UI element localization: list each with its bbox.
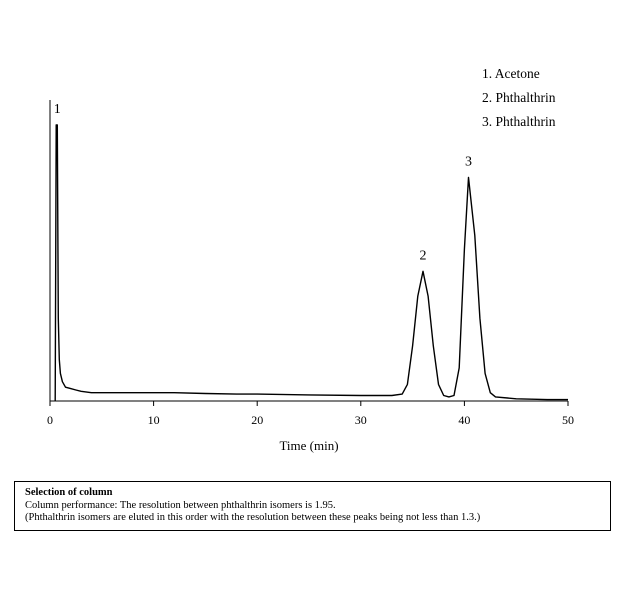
column-selection-note: Selection of column Column performance: …: [14, 481, 611, 531]
peak-labels: 1 2 3: [54, 102, 472, 263]
chromatogram-trace: [54, 124, 568, 402]
peak-label: 1: [54, 102, 61, 117]
x-tick-label: 40: [458, 413, 470, 427]
x-axis-title: Time (min): [279, 438, 338, 453]
x-tick-label: 20: [251, 413, 263, 427]
legend-entry: 2. Phthalthrin: [482, 90, 556, 105]
x-tick-label: 30: [355, 413, 367, 427]
x-tick-label: 10: [148, 413, 160, 427]
legend-entry: 1. Acetone: [482, 66, 540, 81]
note-line-2: (Phthalthrin isomers are eluted in this …: [25, 512, 481, 523]
chromatogram-chart: 0 10 20 30 40 50 Time (min) 1 2 3 1. Acetone 2. …: [47, 66, 574, 453]
x-tick-label: 0: [47, 413, 53, 427]
legend: 1. Acetone 2. Phthalthrin 3. Phthalthrin: [482, 66, 556, 129]
legend-entry: 3. Phthalthrin: [482, 114, 556, 129]
x-tick-label: 50: [562, 413, 574, 427]
peak-label: 3: [465, 154, 472, 169]
x-axis-ticks: 0 10 20 30 40 50: [47, 401, 574, 427]
peak-label: 2: [419, 248, 426, 263]
note-title: Selection of column: [25, 487, 113, 498]
note-line-1: Column performance: The resolution betwe…: [25, 499, 336, 511]
